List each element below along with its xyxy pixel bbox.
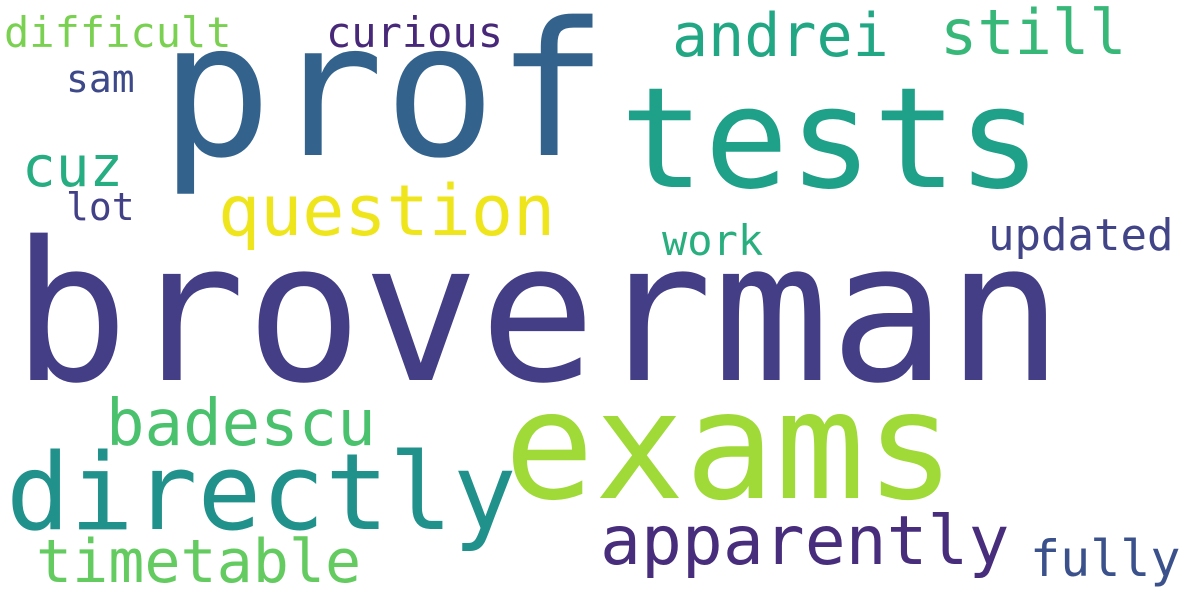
word-still: still xyxy=(940,0,1127,69)
word-work: work xyxy=(662,216,764,265)
word-badescu: badescu xyxy=(106,387,376,461)
word-curious: curious xyxy=(326,8,504,57)
word-lot: lot xyxy=(66,185,135,229)
word-tests: tests xyxy=(620,58,1042,221)
word-difficult: difficult xyxy=(4,8,232,57)
word-andrei: andrei xyxy=(672,1,889,71)
word-broverman: broverman xyxy=(12,200,1064,426)
word-exams: exams xyxy=(504,360,956,534)
word-timetable: timetable xyxy=(36,527,362,597)
word-apparently: apparently xyxy=(600,502,1010,581)
word-fully: fully xyxy=(1030,530,1181,588)
word-prof: prof xyxy=(160,0,608,199)
word-sam: sam xyxy=(66,57,135,101)
word-question: question xyxy=(218,170,556,252)
word-directly: directly xyxy=(6,431,517,554)
word-updated: updated xyxy=(988,210,1174,261)
word-cuz: cuz xyxy=(22,135,124,200)
